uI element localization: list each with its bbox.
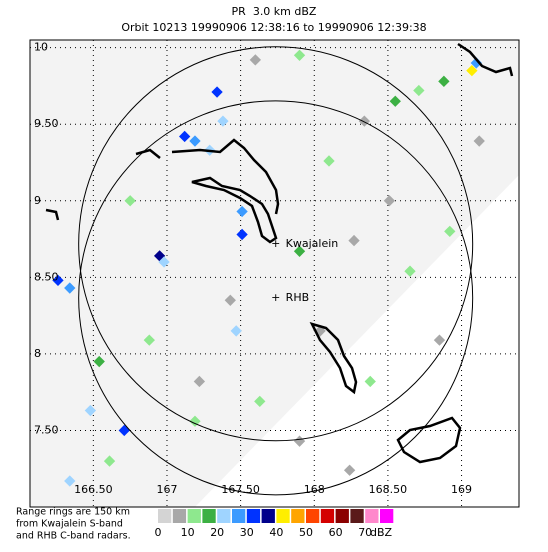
- colorbar-label: 20: [210, 526, 224, 539]
- station-label: Kwajalein: [286, 237, 339, 250]
- y-tick-label: 7.50: [34, 423, 59, 436]
- echo: [364, 375, 376, 388]
- note: from Kwajalein S-band: [16, 519, 123, 530]
- coastline: [309, 322, 358, 395]
- colorbar-unit: dBZ: [370, 526, 393, 539]
- colorbar-swatch: [335, 509, 349, 523]
- coastline: [191, 176, 278, 244]
- station-label: RHB: [286, 291, 309, 304]
- echo: [236, 205, 248, 218]
- stations: + Kwajalein + RHB: [271, 237, 338, 304]
- x-tick-label: 167.50: [221, 483, 260, 496]
- colorbar-swatch: [306, 509, 320, 523]
- coastline: [396, 416, 462, 464]
- echo: [383, 195, 396, 207]
- echo: [293, 49, 306, 61]
- colorbar-swatch: [276, 509, 290, 523]
- echoes: [52, 49, 485, 487]
- frame: [29, 39, 520, 508]
- echo: [433, 334, 446, 346]
- station-marker: +: [271, 237, 280, 250]
- echo: [193, 375, 206, 388]
- colorbar-swatch: [172, 509, 187, 523]
- swath: [30, 40, 519, 507]
- colorbar-swatch: [158, 509, 172, 523]
- echo: [124, 195, 136, 207]
- echo: [323, 155, 335, 167]
- coastline: [171, 138, 280, 215]
- y-tick-label: 8.50: [34, 270, 59, 283]
- plot-area: [30, 40, 519, 507]
- colorbar-label: 40: [269, 526, 283, 539]
- x-tick-label: 168.50: [369, 483, 408, 496]
- echo: [473, 135, 485, 147]
- colorbar-swatch: [246, 509, 261, 523]
- note: and RHB C-band radars.: [16, 531, 131, 542]
- echo: [293, 435, 306, 447]
- echo: [158, 256, 170, 268]
- echo: [189, 415, 201, 427]
- echo: [52, 274, 64, 287]
- colorbar-swatch: [217, 509, 231, 523]
- echo: [143, 334, 155, 346]
- colorbar-swatch: [291, 509, 305, 523]
- x-tick-label: 169: [451, 483, 472, 496]
- x-tick-label: 167: [156, 483, 177, 496]
- station-marker: +: [271, 291, 280, 304]
- y-tick-label: 8: [34, 347, 41, 360]
- range-ring: [78, 46, 474, 442]
- echo: [230, 325, 242, 337]
- echo: [189, 135, 201, 147]
- colorbar-swatch: [380, 509, 394, 523]
- echo: [444, 225, 456, 238]
- range-rings: [78, 46, 474, 496]
- coastline: [135, 148, 161, 159]
- x-tick-label: 168: [304, 483, 325, 496]
- coastlines: [45, 42, 514, 464]
- echo: [254, 395, 266, 408]
- subtitle: Orbit 10213 19990906 12:38:16 to 1999090…: [121, 21, 426, 34]
- echo: [404, 265, 416, 277]
- y-tick-label: 10: [34, 41, 48, 54]
- colorbar-label: 70: [358, 526, 372, 539]
- coastline: [45, 208, 60, 221]
- colorbar-label: 0: [155, 526, 162, 539]
- title: PR 3.0 km dBZ: [232, 5, 317, 18]
- y-tick-label: 9.50: [34, 117, 59, 130]
- colorbar-swatch: [187, 509, 201, 523]
- colorbar-label: 50: [299, 526, 313, 539]
- colorbar-label: 60: [329, 526, 343, 539]
- echo: [293, 245, 306, 257]
- echo: [224, 294, 236, 306]
- y-tick-label: 9: [34, 194, 41, 207]
- colorbar-label: 30: [240, 526, 254, 539]
- colorbar-swatch: [232, 509, 246, 523]
- colorbar-swatch: [320, 509, 335, 523]
- x-tick-label: 166.50: [74, 483, 113, 496]
- range-ring: [78, 100, 474, 496]
- colorbar-swatch: [261, 509, 275, 523]
- colorbar-swatch: [350, 509, 364, 523]
- echo: [178, 130, 191, 143]
- colorbar-swatch: [365, 509, 379, 523]
- echo: [236, 228, 248, 241]
- tick-labels: 166.50 167 167.50 168 168.50 169 10 9.50 9 8.50 8 7…: [34, 41, 472, 496]
- echo: [348, 234, 360, 247]
- colorbar-swatch: [202, 509, 216, 523]
- colorbar-label: 10: [181, 526, 195, 539]
- coastline: [457, 42, 514, 77]
- note: Range rings are 150 km: [16, 507, 130, 518]
- echo: [343, 464, 356, 476]
- echo: [249, 54, 262, 66]
